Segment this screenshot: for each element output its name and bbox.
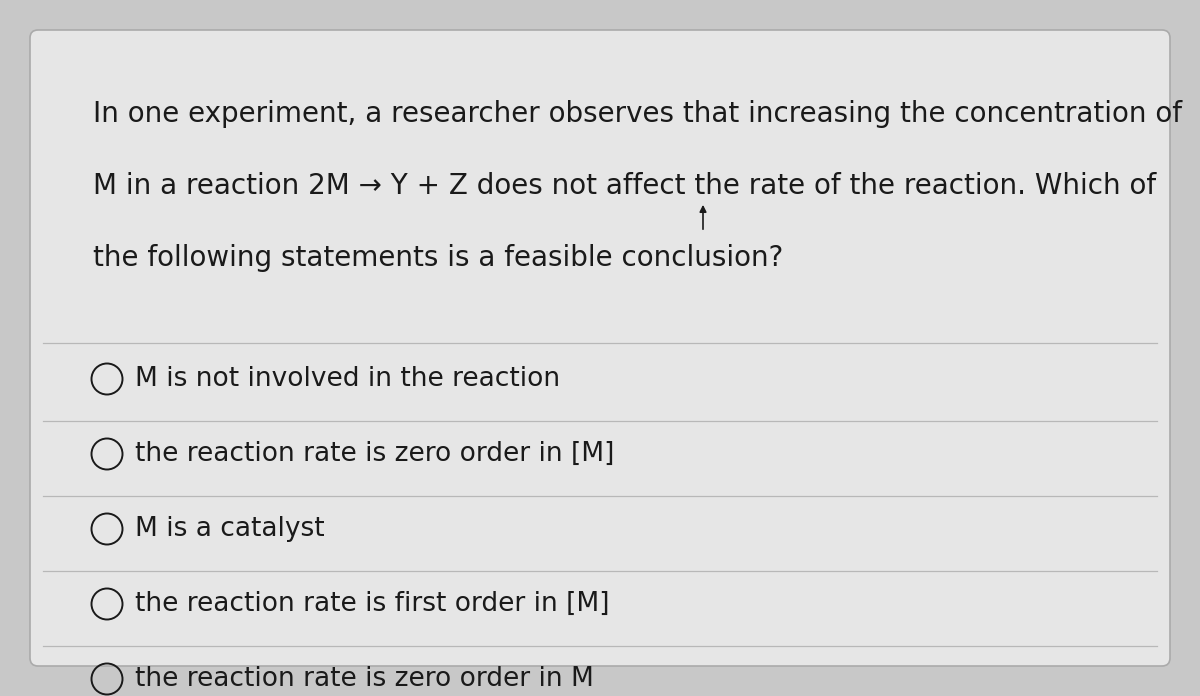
FancyBboxPatch shape (30, 30, 1170, 666)
Text: the reaction rate is first order in [M]: the reaction rate is first order in [M] (134, 591, 610, 617)
Text: the following statements is a feasible conclusion?: the following statements is a feasible c… (94, 244, 784, 272)
Text: the reaction rate is zero order in [M]: the reaction rate is zero order in [M] (134, 441, 614, 467)
Text: the reaction rate is zero order in M: the reaction rate is zero order in M (134, 666, 594, 692)
Text: In one experiment, a researcher observes that increasing the concentration of: In one experiment, a researcher observes… (94, 100, 1182, 128)
Text: M is a catalyst: M is a catalyst (134, 516, 325, 542)
Text: M is not involved in the reaction: M is not involved in the reaction (134, 366, 560, 392)
Text: M in a reaction 2M → Y + Z does not affect the rate of the reaction. Which of: M in a reaction 2M → Y + Z does not affe… (94, 172, 1156, 200)
